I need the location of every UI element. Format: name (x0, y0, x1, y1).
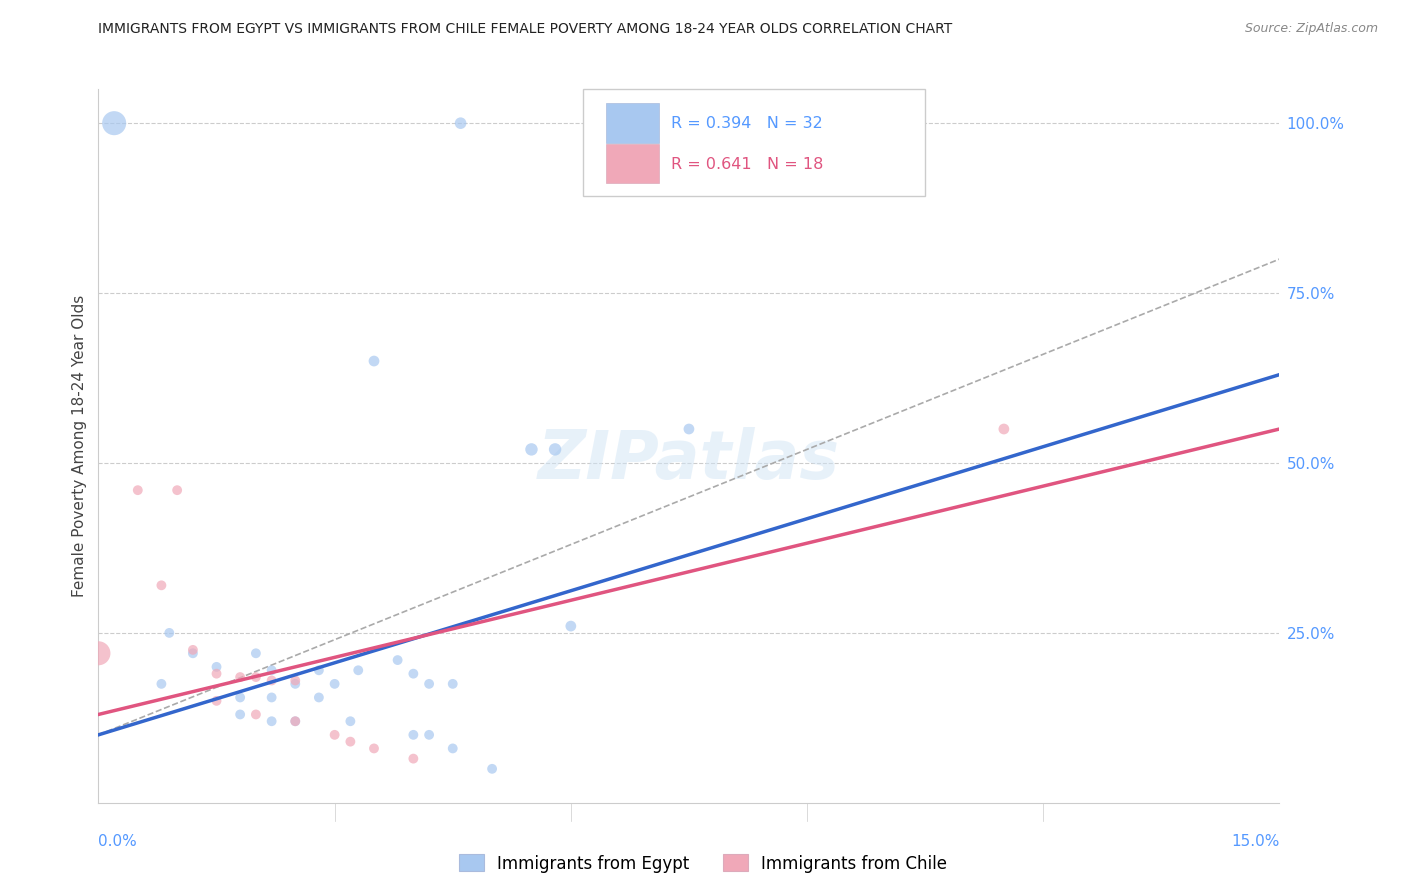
Point (418, 677, 440, 691)
Point (450, 116, 472, 130)
Point (245, 707, 267, 722)
Point (260, 663, 283, 677)
Point (441, 677, 464, 691)
Point (560, 619, 582, 633)
Point (260, 714, 283, 729)
Point (284, 677, 307, 691)
Point (205, 666, 228, 681)
Text: Source: ZipAtlas.com: Source: ZipAtlas.com (1244, 22, 1378, 36)
Point (387, 653, 409, 667)
Point (205, 694, 228, 708)
Point (150, 677, 173, 691)
Point (544, 442, 567, 457)
Text: R = 0.394   N = 32: R = 0.394 N = 32 (671, 116, 823, 131)
Point (339, 734, 361, 748)
Point (245, 646, 267, 660)
Point (229, 707, 252, 722)
Point (363, 741, 385, 756)
Point (308, 663, 330, 677)
Point (520, 442, 543, 457)
Point (402, 751, 425, 765)
Point (245, 670, 267, 684)
FancyBboxPatch shape (606, 103, 659, 143)
Point (993, 422, 1015, 436)
Point (481, 762, 503, 776)
Point (323, 677, 346, 691)
Point (284, 714, 307, 729)
Point (260, 690, 283, 705)
Text: R = 0.641   N = 18: R = 0.641 N = 18 (671, 157, 824, 171)
Point (347, 663, 370, 677)
Point (363, 354, 385, 368)
Text: ZIPatlas: ZIPatlas (538, 427, 839, 493)
Point (284, 714, 307, 729)
Text: IMMIGRANTS FROM EGYPT VS IMMIGRANTS FROM CHILE FEMALE POVERTY AMONG 18-24 YEAR O: IMMIGRANTS FROM EGYPT VS IMMIGRANTS FROM… (98, 22, 953, 37)
Point (260, 673, 283, 688)
Point (150, 578, 173, 592)
Point (229, 670, 252, 684)
Point (402, 728, 425, 742)
Point (284, 673, 307, 688)
Y-axis label: Female Poverty Among 18-24 Year Olds: Female Poverty Among 18-24 Year Olds (72, 295, 87, 597)
Point (402, 666, 425, 681)
Legend: Immigrants from Egypt, Immigrants from Chile: Immigrants from Egypt, Immigrants from C… (453, 847, 953, 880)
Point (308, 690, 330, 705)
Point (323, 728, 346, 742)
Point (181, 646, 204, 660)
Point (229, 690, 252, 705)
Point (166, 483, 188, 498)
Point (441, 741, 464, 756)
FancyBboxPatch shape (606, 145, 659, 184)
Point (339, 714, 361, 729)
Point (87, 646, 110, 660)
Point (157, 626, 180, 640)
Point (103, 116, 125, 130)
Point (418, 728, 440, 742)
Text: 15.0%: 15.0% (1232, 834, 1279, 849)
Point (678, 422, 700, 436)
Point (181, 643, 204, 657)
FancyBboxPatch shape (582, 89, 925, 196)
Text: 0.0%: 0.0% (98, 834, 138, 849)
Point (205, 660, 228, 674)
Point (127, 483, 149, 498)
